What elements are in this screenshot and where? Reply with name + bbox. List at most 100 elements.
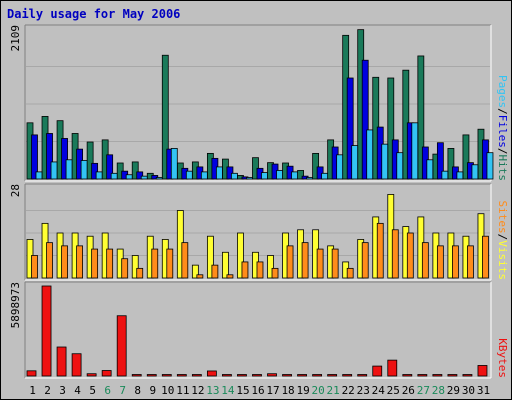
bar-visits-sites-day-11: [181, 242, 189, 279]
bar-kbytes-kbytes-day-8: [131, 374, 142, 377]
x-tick-label-day-10: 10: [161, 384, 174, 397]
legend-part-hits-4: Hits: [496, 155, 509, 182]
x-tick-label-day-29: 29: [447, 384, 460, 397]
legend-kbytes: KBytes: [496, 338, 509, 378]
bar-visits-sites-day-28: [436, 245, 444, 279]
bar-kbytes-kbytes-day-17: [267, 373, 277, 377]
bar-kbytes-kbytes-day-11: [176, 374, 187, 377]
bar-kbytes-kbytes-day-5: [86, 373, 97, 377]
x-tick-label-day-19: 19: [296, 384, 309, 397]
bar-visits-sites-day-26: [406, 232, 414, 279]
legend-hits: Pages/Files/Hits: [496, 75, 509, 181]
bar-hits-pages-day-10: [170, 148, 178, 180]
bar-visits-sites-day-18: [286, 245, 294, 279]
bar-hits-pages-day-1: [35, 171, 43, 180]
legend-part-visits-1: /: [496, 234, 509, 241]
bar-kbytes-kbytes-day-25: [387, 359, 398, 377]
x-tick-label-day-31: 31: [477, 384, 490, 397]
x-tick-label-day-27: 27: [417, 384, 430, 397]
x-tick-label-day-16: 16: [251, 384, 264, 397]
bar-kbytes-kbytes-day-24: [372, 365, 383, 377]
x-tick-label-day-28: 28: [432, 384, 445, 397]
bar-hits-pages-day-17: [276, 170, 283, 180]
x-tick-label-day-9: 9: [149, 384, 156, 397]
x-tick-label-day-20: 20: [312, 384, 325, 397]
bar-hits-hits-day-8: [131, 161, 139, 180]
legend-part-hits-3: /: [496, 148, 509, 155]
bar-visits-visits-day-13: [206, 235, 214, 279]
bar-hits-files-day-23: [361, 59, 369, 180]
bar-visits-sites-day-13: [211, 264, 219, 279]
x-tick-label-day-12: 12: [191, 384, 204, 397]
bar-kbytes-kbytes-day-30: [462, 374, 473, 377]
legend-part-kbytes-0: KBytes: [496, 338, 509, 378]
bar-kbytes-kbytes-day-21: [327, 374, 338, 377]
bar-hits-pages-day-15: [246, 177, 253, 180]
x-tick-label-day-3: 3: [59, 384, 66, 397]
bar-hits-hits-day-30: [462, 134, 470, 180]
bar-visits-visits-day-14: [222, 251, 229, 279]
x-tick-label-day-2: 2: [44, 384, 51, 397]
legend-visits: Sites/Visits: [496, 201, 509, 281]
bar-hits-pages-day-22: [351, 145, 359, 180]
max-label-kbytes: 5898973: [9, 282, 22, 328]
bar-hits-pages-day-2: [50, 161, 58, 180]
x-tick-label-day-4: 4: [74, 384, 81, 397]
bar-kbytes-kbytes-day-3: [56, 346, 67, 377]
bar-kbytes-kbytes-day-12: [191, 374, 202, 377]
bar-hits-files-day-8: [136, 171, 144, 180]
bar-visits-sites-day-19: [301, 242, 309, 279]
legend-part-visits-2: Visits: [496, 240, 509, 280]
bar-hits-hits-day-20: [312, 152, 320, 180]
bar-kbytes-kbytes-day-9: [146, 374, 157, 377]
x-tick-label-day-26: 26: [402, 384, 415, 397]
x-tick-label-day-8: 8: [134, 384, 141, 397]
bar-hits-pages-day-4: [80, 160, 88, 180]
bar-kbytes-kbytes-day-29: [447, 374, 458, 377]
bar-visits-sites-day-12: [196, 274, 204, 279]
panel-kbytes: 5898973 KBytes: [9, 281, 509, 379]
bar-kbytes-kbytes-day-31: [477, 365, 488, 377]
bar-hits-pages-day-9: [155, 177, 163, 180]
bar-visits-sites-day-20: [316, 248, 324, 279]
x-tick-label-day-30: 30: [462, 384, 475, 397]
bar-visits-sites-day-16: [256, 261, 264, 279]
x-tick-label-day-11: 11: [176, 384, 189, 397]
legend-part-hits-1: /: [496, 108, 509, 115]
bar-visits-sites-day-1: [31, 255, 38, 279]
bar-kbytes-kbytes-day-13: [206, 370, 217, 377]
chart-panels: 2109Pages/Files/Hits28Sites/Visits589897…: [9, 24, 509, 379]
legend-part-visits-0: Sites: [496, 201, 509, 234]
bar-hits-hits-day-29: [447, 148, 455, 180]
x-tick-label-day-6: 6: [104, 384, 111, 397]
bar-hits-pages-day-11: [185, 170, 193, 180]
bar-visits-sites-day-24: [376, 222, 384, 279]
bar-visits-sites-day-8: [136, 267, 144, 279]
bar-hits-pages-day-23: [366, 129, 374, 180]
bar-hits-files-day-3: [61, 138, 68, 180]
x-tick-label-day-13: 13: [206, 384, 219, 397]
bar-visits-sites-day-10: [166, 248, 174, 279]
bar-kbytes-kbytes-day-15: [237, 374, 247, 377]
bar-visits-sites-day-22: [346, 267, 354, 279]
x-tick-label-day-23: 23: [357, 384, 370, 397]
bar-visits-sites-day-4: [76, 245, 83, 279]
bar-visits-sites-day-14: [226, 274, 234, 279]
bar-hits-files-day-1: [31, 134, 38, 180]
bar-kbytes-kbytes-day-23: [357, 374, 368, 377]
bar-hits-pages-day-7: [125, 174, 133, 180]
bar-hits-hits-day-27: [417, 55, 425, 180]
bar-hits-pages-day-25: [396, 152, 404, 180]
bar-hits-hits-day-25: [387, 77, 395, 180]
bar-kbytes-kbytes-day-7: [116, 315, 127, 377]
bar-kbytes-kbytes-day-18: [282, 374, 292, 377]
bar-kbytes-kbytes-day-10: [161, 374, 172, 377]
bar-visits-sites-day-25: [391, 229, 399, 279]
bar-kbytes-kbytes-day-6: [101, 370, 112, 377]
bar-hits-pages-day-26: [411, 122, 419, 180]
bar-visits-sites-day-30: [467, 245, 474, 279]
bar-visits-sites-day-27: [421, 242, 429, 279]
max-label-visits: 28: [9, 184, 22, 197]
